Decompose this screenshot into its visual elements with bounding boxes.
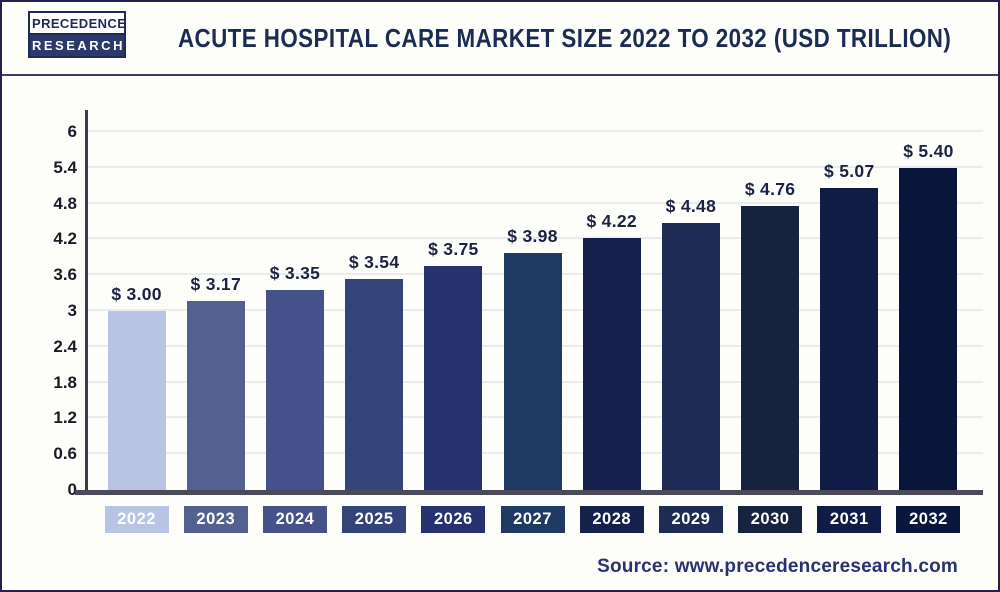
bar-slot: $ 4.48 2029 [651,132,730,533]
gridline [87,130,983,132]
bar-value-label: $ 5.40 [903,140,954,161]
x-axis-year-label: 2031 [817,506,882,533]
title-wrap: ACUTE HOSPITAL CARE MARKET SIZE 2022 TO … [142,2,988,74]
bar [503,252,562,490]
bar [582,238,641,490]
y-tick-label: 0 [67,480,77,499]
bar [899,167,958,490]
bar-slot: $ 3.17 2023 [176,132,255,533]
y-tick-label: 4.2 [53,229,77,249]
bars-row: $ 3.00 2022 $ 3.17 2023 $ 3.35 2024 $ 3.54 2025… [97,132,968,533]
bar-value-label: $ 3.00 [111,284,162,304]
gridline [87,165,983,168]
logo-line-2: RESEARCH [28,35,126,58]
bar-value-label: $ 4.22 [586,211,637,232]
bar [820,187,879,490]
bar-value-label: $ 4.48 [665,195,717,216]
bar-slot: $ 4.22 2028 [572,132,651,533]
bar-slot: $ 3.35 2024 [255,132,334,533]
bar-slot: $ 3.00 2022 [97,132,176,533]
logo-line-1: PRECEDENCE [28,11,126,35]
gridline [87,237,983,240]
gridline [87,201,983,204]
bar-value-label: $ 3.98 [507,225,558,246]
x-axis-year-label: 2032 [896,506,961,533]
bar [107,311,166,490]
y-axis-line [85,110,88,495]
chart-title: ACUTE HOSPITAL CARE MARKET SIZE 2022 TO … [178,22,952,53]
x-axis-year-label: 2026 [421,506,486,533]
chart-region: $ 3.00 2022 $ 3.17 2023 $ 3.35 2024 $ 3.54 2025… [2,78,998,590]
precedence-research-logo: PRECEDENCE RESEARCH [28,11,126,58]
bar-value-label: $ 3.35 [269,263,321,284]
header: PRECEDENCE RESEARCH ACUTE HOSPITAL CARE … [2,2,998,76]
bar-slot: $ 5.07 2031 [810,132,889,533]
y-tick-label: 3.6 [53,265,77,285]
bar [424,266,483,490]
bar-slot: $ 3.54 2025 [335,132,414,533]
bar [345,278,404,490]
y-tick-label: 5.4 [53,157,77,177]
y-tick-label: 1.2 [53,408,77,428]
y-tick-label: 2.4 [53,336,77,356]
x-axis-year-label: 2022 [104,506,169,533]
bar-slot: $ 3.75 2026 [414,132,493,533]
bar-slot: $ 3.98 2027 [493,132,572,533]
bar [265,290,324,490]
plot-area: $ 3.00 2022 $ 3.17 2023 $ 3.35 2024 $ 3.54 2025… [53,110,983,533]
bar [661,222,720,490]
y-tick-label: 4.8 [53,193,77,213]
bar-value-label: $ 3.54 [348,251,400,272]
bar [186,300,245,490]
bar-value-label: $ 3.75 [428,239,479,260]
y-tick-label: 3 [67,301,77,320]
x-axis-year-label: 2024 [262,506,327,533]
x-axis-year-label: 2029 [658,506,723,533]
bar-value-label: $ 5.07 [824,160,875,181]
x-axis-year-label: 2025 [342,506,407,533]
x-axis-year-label: 2030 [738,506,803,533]
bar-slot: $ 5.40 2032 [889,132,968,533]
x-axis-line [75,490,983,495]
x-axis-year-label: 2028 [579,506,644,533]
x-axis-year-label: 2027 [500,506,565,533]
y-tick-label: 0.6 [53,444,77,464]
bar [741,206,800,490]
bar-slot: $ 4.76 2030 [731,132,810,533]
x-axis-year-label: 2023 [183,506,248,533]
y-tick-label: 6 [67,122,77,141]
source-text: Source: www.precedenceresearch.com [597,556,958,577]
y-tick-label: 1.8 [53,372,77,392]
bar-value-label: $ 4.76 [744,179,796,199]
bar-value-label: $ 3.17 [190,273,242,294]
